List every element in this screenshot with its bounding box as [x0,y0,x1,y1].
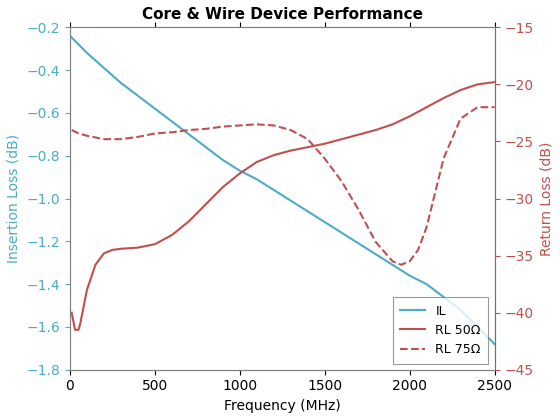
RL 50Ω [68,310,75,315]
RL 50Ω [338,136,345,142]
RL 50Ω [305,144,311,150]
RL 50Ω [440,95,447,100]
Legend: IL, RL 50Ω, RL 75Ω: IL, RL 50Ω, RL 75Ω [393,297,488,364]
RL 75Ω [152,131,158,136]
Line: IL: IL [70,36,494,344]
IL [372,252,379,257]
RL 75Ω [287,128,294,133]
IL [491,341,498,346]
RL 75Ω [270,123,277,128]
IL [169,119,175,124]
RL 75Ω [169,130,175,135]
RL 75Ω [83,133,90,138]
IL [355,241,362,246]
IL [185,132,192,137]
RL 50Ω [109,247,116,252]
RL 75Ω [338,179,345,184]
IL [474,324,481,329]
IL [406,273,413,278]
RL 75Ω [220,124,226,129]
RL 50Ω [101,251,108,256]
IL [220,158,226,163]
RL 50Ω [203,202,209,207]
RL 75Ω [355,207,362,213]
RL 50Ω [406,114,413,119]
IL [101,66,108,71]
IL [254,177,260,182]
RL 75Ω [491,105,498,110]
RL 75Ω [118,136,124,142]
RL 50Ω [92,262,99,267]
IL [203,144,209,150]
IL [118,80,124,85]
RL 75Ω [305,136,311,142]
Y-axis label: Insertion Loss (dB): Insertion Loss (dB) [7,134,21,263]
IL [305,209,311,214]
RL 50Ω [491,79,498,84]
RL 75Ω [236,123,243,128]
RL 75Ω [389,259,396,264]
RL 50Ω [254,160,260,165]
RL 75Ω [406,259,413,264]
RL 50Ω [287,148,294,153]
IL [75,42,82,47]
RL 50Ω [169,233,175,238]
RL 50Ω [75,327,82,332]
IL [440,294,447,299]
RL 75Ω [457,116,464,121]
IL [389,262,396,268]
Line: RL 50Ω: RL 50Ω [72,82,494,330]
IL [457,307,464,312]
RL 75Ω [474,105,481,110]
RL 75Ω [432,190,438,195]
RL 50Ω [389,122,396,127]
IL [67,33,73,38]
RL 50Ω [185,219,192,224]
RL 75Ω [254,122,260,127]
RL 50Ω [134,245,141,250]
RL 50Ω [372,128,379,133]
RL 75Ω [398,262,404,267]
RL 75Ω [423,225,430,230]
RL 75Ω [415,247,422,252]
RL 50Ω [355,132,362,137]
RL 50Ω [80,304,87,310]
RL 50Ω [270,152,277,158]
IL [423,282,430,287]
RL 50Ω [83,287,90,292]
RL 75Ω [75,131,82,136]
IL [152,106,158,111]
IL [338,230,345,235]
RL 75Ω [203,126,209,131]
RL 75Ω [134,134,141,139]
RL 50Ω [474,82,481,87]
RL 50Ω [321,141,328,146]
RL 75Ω [372,239,379,244]
RL 50Ω [118,246,124,251]
IL [287,198,294,203]
RL 75Ω [440,156,447,161]
RL 50Ω [152,241,158,247]
IL [83,50,90,55]
RL 50Ω [77,322,83,327]
RL 50Ω [72,327,78,332]
RL 50Ω [423,105,430,110]
Line: RL 75Ω: RL 75Ω [72,107,494,265]
IL [321,220,328,225]
Y-axis label: Return Loss (dB): Return Loss (dB) [539,142,553,256]
IL [236,168,243,173]
RL 50Ω [236,171,243,176]
RL 50Ω [220,185,226,190]
Title: Core & Wire Device Performance: Core & Wire Device Performance [142,7,423,22]
RL 75Ω [185,128,192,133]
RL 75Ω [101,136,108,142]
RL 75Ω [68,128,75,133]
IL [270,187,277,192]
IL [134,93,141,98]
RL 75Ω [321,156,328,161]
X-axis label: Frequency (MHz): Frequency (MHz) [224,399,340,413]
RL 50Ω [457,87,464,92]
